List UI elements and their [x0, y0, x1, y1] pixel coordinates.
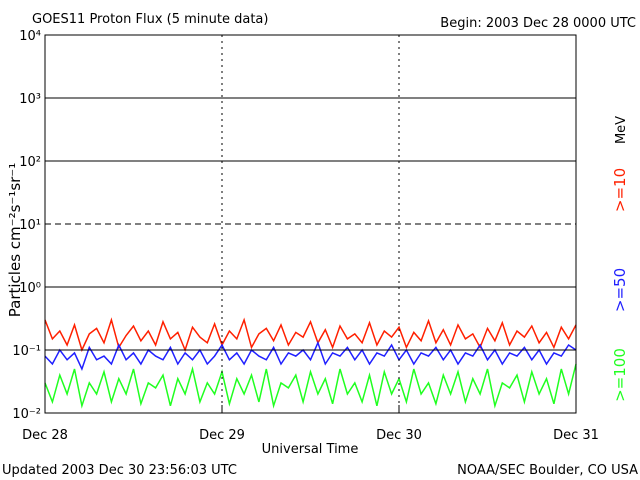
- chart-subtitle: Begin: 2003 Dec 28 0000 UTC: [440, 16, 636, 31]
- y-tick-label: 10⁰: [19, 281, 41, 296]
- series-line: [44, 363, 577, 409]
- x-tick-label: Dec 28: [22, 428, 68, 443]
- series-line: [44, 340, 577, 372]
- y-tick-label: 10⁻¹: [12, 344, 41, 359]
- x-axis-label: Universal Time: [262, 442, 359, 457]
- y-tick-label: 10²: [19, 155, 41, 170]
- x-tick-label: Dec 30: [376, 428, 422, 443]
- x-tick-label: Dec 29: [199, 428, 245, 443]
- y-tick-label: 10⁴: [19, 29, 41, 44]
- chart-title: GOES11 Proton Flux (5 minute data): [32, 12, 268, 27]
- y-tick-label: 10¹: [19, 218, 41, 233]
- legend-entry: >=50: [611, 268, 629, 312]
- plot-frame: [44, 34, 577, 414]
- series-line: [44, 317, 577, 353]
- y-tick-label: 10³: [19, 92, 41, 107]
- x-tick-label: Dec 31: [553, 428, 599, 443]
- footer-right: NOAA/SEC Boulder, CO USA: [457, 463, 638, 478]
- legend-entry: >=10: [611, 168, 629, 212]
- y-axis-label: Particles cm⁻²s⁻¹sr⁻¹: [6, 163, 24, 317]
- y-tick-label: 10⁻²: [12, 407, 41, 422]
- legend-unit: MeV: [614, 116, 629, 144]
- legend-entry: >=100: [611, 348, 629, 402]
- footer-left: Updated 2003 Dec 30 23:56:03 UTC: [2, 463, 237, 478]
